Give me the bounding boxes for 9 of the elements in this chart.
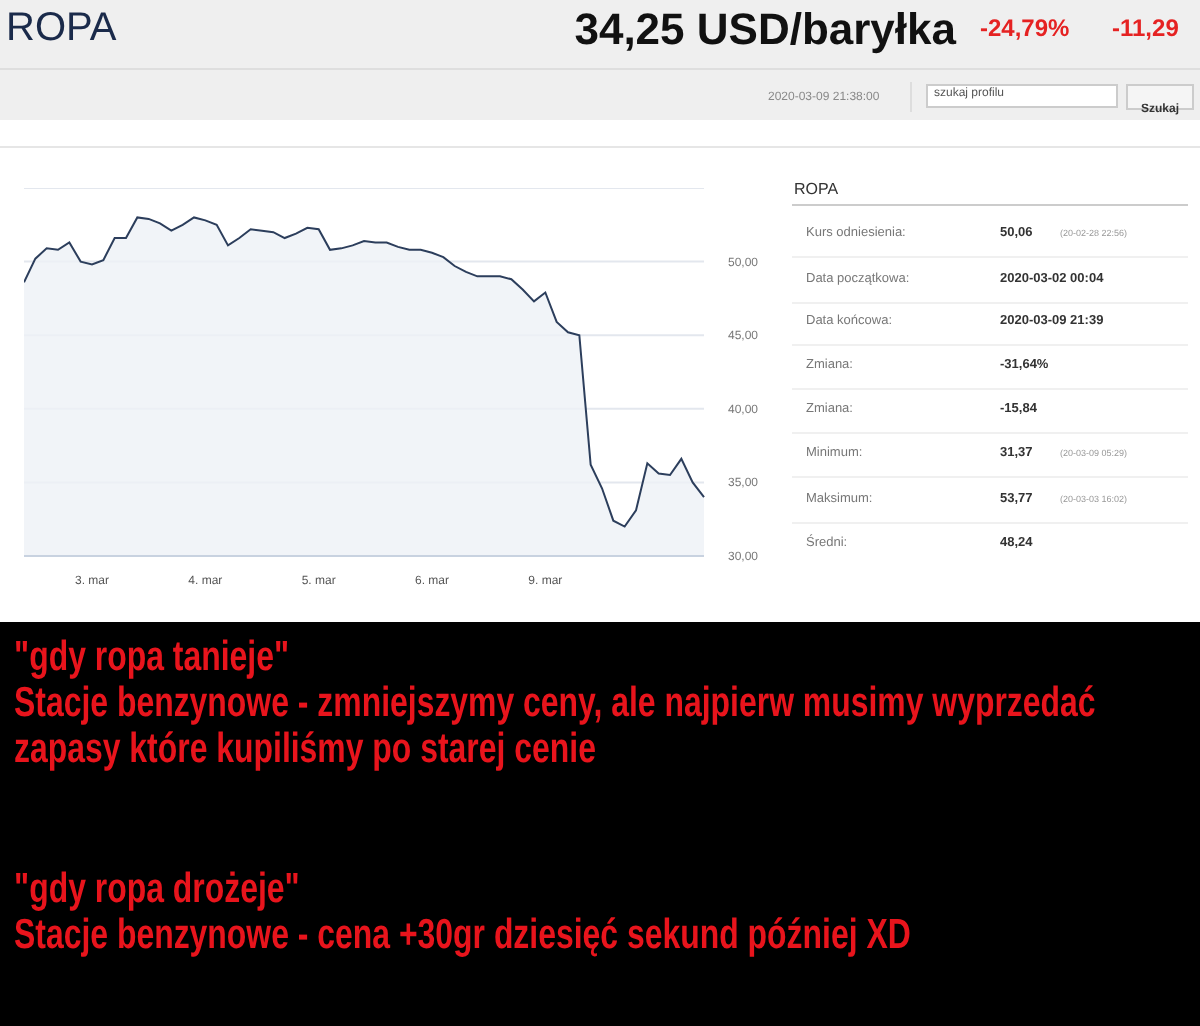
chart-title: ROPA (6, 6, 117, 52)
text: ROPA (794, 180, 839, 198)
text: "gdy ropa tanieje" (14, 634, 292, 680)
text: "gdy ropa drożeje" (14, 866, 302, 912)
text: Stacje benzynowe - zmniejszymy ceny, ale najpierw musimy wyprzedać zapasy które kupiliśmy po starej cenie (14, 680, 1098, 772)
chart-subtitle: 34,25 USD/baryłka (574, 4, 956, 56)
text: -24,79% (980, 14, 1070, 42)
text: -11,29 (1112, 14, 1179, 42)
text: Stacje benzynowe - cena +30gr dziesięć sekund później XD (14, 912, 913, 958)
